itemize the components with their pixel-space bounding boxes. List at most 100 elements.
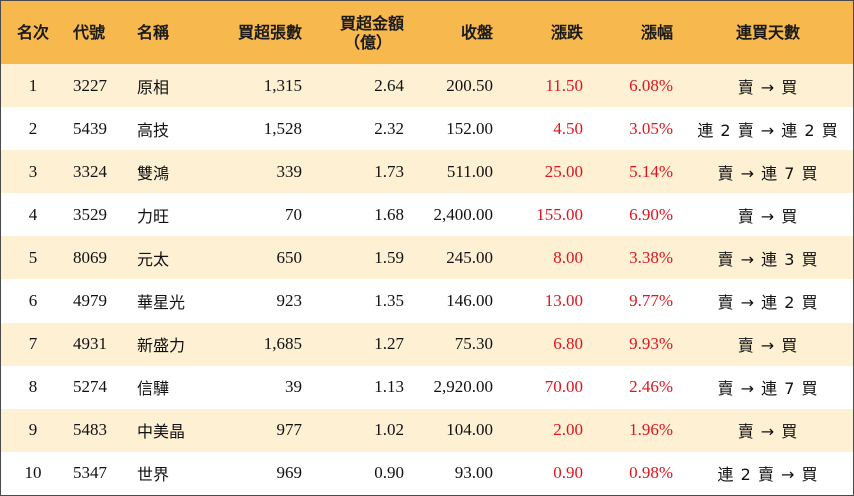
cell-code: 3324 bbox=[73, 161, 107, 181]
cell-change-pct: 6.90% bbox=[629, 204, 673, 224]
cell-change-pct: 9.93% bbox=[629, 334, 673, 354]
cell-consecutive-days: 連 2 賣 → 連 2 買 bbox=[697, 120, 839, 140]
table-row: 5 8069 元太 650 1.59 245.00 8.00 3.38% 賣 →… bbox=[1, 236, 853, 280]
cell-code: 5483 bbox=[73, 420, 107, 440]
cell-net-buy-amount: 1.59 bbox=[374, 247, 404, 267]
table-row: 8 5274 信驊 39 1.13 2,920.00 70.00 2.46% 賣… bbox=[1, 365, 853, 409]
table-row: 10 5347 世界 969 0.90 93.00 0.90 0.98% 連 2… bbox=[1, 451, 853, 495]
cell-consecutive-days: 賣 → 買 bbox=[737, 336, 799, 356]
cell-net-buy-amount: 1.02 bbox=[374, 420, 404, 440]
table-row: 1 3227 原相 1,315 2.64 200.50 11.50 6.08% … bbox=[1, 64, 853, 108]
cell-net-buy-lots: 650 bbox=[276, 247, 303, 267]
cell-net-buy-amount: 1.68 bbox=[374, 204, 404, 224]
cell-net-buy-lots: 1,528 bbox=[263, 118, 302, 138]
table-row: 3 3324 雙鴻 339 1.73 511.00 25.00 5.14% 賣 … bbox=[1, 150, 853, 194]
cell-consecutive-days: 賣 → 連 7 買 bbox=[717, 163, 819, 183]
cell-code: 4979 bbox=[73, 291, 107, 311]
cell-name: 力旺 bbox=[137, 206, 170, 226]
cell-rank: 10 bbox=[24, 463, 42, 483]
cell-net-buy-amount: 1.13 bbox=[374, 377, 404, 397]
table-body: 1 3227 原相 1,315 2.64 200.50 11.50 6.08% … bbox=[1, 64, 853, 495]
cell-rank: 4 bbox=[28, 204, 38, 224]
cell-change: 2.00 bbox=[553, 420, 583, 440]
table-row: 4 3529 力旺 70 1.68 2,400.00 155.00 6.90% … bbox=[1, 193, 853, 237]
cell-net-buy-amount: 1.73 bbox=[374, 161, 404, 181]
table-row: 2 5439 高技 1,528 2.32 152.00 4.50 3.05% 連… bbox=[1, 107, 853, 151]
cell-rank: 7 bbox=[28, 334, 38, 354]
header-name: 名稱 bbox=[137, 23, 170, 42]
cell-close: 75.30 bbox=[454, 334, 493, 354]
cell-net-buy-amount: 2.32 bbox=[374, 118, 404, 138]
cell-rank: 6 bbox=[28, 291, 38, 311]
cell-code: 4931 bbox=[73, 334, 107, 354]
cell-change-pct: 3.05% bbox=[629, 118, 673, 138]
cell-change-pct: 3.38% bbox=[629, 247, 673, 267]
cell-net-buy-lots: 1,685 bbox=[263, 334, 302, 354]
cell-change: 155.00 bbox=[536, 204, 583, 224]
cell-code: 8069 bbox=[73, 247, 107, 267]
cell-change-pct: 5.14% bbox=[629, 161, 673, 181]
cell-net-buy-lots: 339 bbox=[276, 161, 303, 181]
header-net-buy-amount-line1: 買超金額 bbox=[339, 13, 404, 33]
cell-name: 原相 bbox=[137, 77, 170, 97]
cell-close: 245.00 bbox=[446, 247, 493, 267]
header-rank: 名次 bbox=[16, 23, 49, 42]
cell-change: 25.00 bbox=[544, 161, 583, 181]
cell-change: 6.80 bbox=[553, 334, 583, 354]
cell-change: 4.50 bbox=[553, 118, 583, 138]
cell-name: 元太 bbox=[137, 249, 170, 269]
header-net-buy-lots: 買超張數 bbox=[237, 23, 302, 42]
cell-change-pct: 9.77% bbox=[629, 291, 673, 311]
cell-name: 新盛力 bbox=[137, 336, 186, 356]
cell-rank: 8 bbox=[28, 377, 38, 397]
cell-change: 0.90 bbox=[553, 463, 583, 483]
cell-consecutive-days: 賣 → 買 bbox=[737, 206, 799, 226]
cell-net-buy-lots: 1,315 bbox=[263, 75, 302, 95]
cell-name: 中美晶 bbox=[137, 422, 186, 442]
cell-rank: 5 bbox=[28, 247, 38, 267]
cell-close: 104.00 bbox=[446, 420, 493, 440]
cell-net-buy-lots: 977 bbox=[276, 420, 303, 440]
cell-close: 511.00 bbox=[446, 161, 493, 181]
cell-net-buy-amount: 2.64 bbox=[374, 75, 404, 95]
cell-consecutive-days: 賣 → 買 bbox=[737, 422, 799, 442]
cell-code: 3529 bbox=[73, 204, 107, 224]
header-net-buy-amount-line2: （億） bbox=[343, 32, 392, 52]
cell-net-buy-amount: 1.27 bbox=[374, 334, 404, 354]
cell-consecutive-days: 賣 → 連 3 買 bbox=[717, 249, 819, 269]
header-consecutive-days: 連買天數 bbox=[735, 23, 800, 42]
cell-close: 2,920.00 bbox=[433, 377, 494, 397]
cell-change: 8.00 bbox=[553, 247, 583, 267]
cell-net-buy-amount: 1.35 bbox=[374, 291, 404, 311]
cell-name: 高技 bbox=[137, 120, 170, 140]
cell-net-buy-lots: 70 bbox=[285, 204, 302, 224]
cell-change: 11.50 bbox=[545, 75, 583, 95]
header-net-buy-amount: 買超金額 （億） bbox=[312, 1, 414, 64]
header-close: 收盤 bbox=[460, 23, 493, 42]
table-row: 9 5483 中美晶 977 1.02 104.00 2.00 1.96% 賣 … bbox=[1, 408, 853, 452]
cell-code: 3227 bbox=[73, 75, 107, 95]
cell-change-pct: 1.96% bbox=[629, 420, 673, 440]
cell-name: 華星光 bbox=[137, 293, 186, 313]
cell-change: 13.00 bbox=[544, 291, 583, 311]
table-header: 名次 代號 名稱 買超張數 買超金額 （億） 收盤 漲跌 漲幅 連買天數 bbox=[1, 1, 853, 64]
cell-name: 雙鴻 bbox=[137, 163, 170, 183]
cell-code: 5347 bbox=[73, 463, 107, 483]
cell-net-buy-lots: 39 bbox=[285, 377, 302, 397]
cell-rank: 3 bbox=[28, 161, 38, 181]
cell-close: 152.00 bbox=[446, 118, 493, 138]
cell-consecutive-days: 連 2 賣 → 買 bbox=[717, 465, 819, 485]
cell-change: 70.00 bbox=[544, 377, 583, 397]
header-code: 代號 bbox=[73, 23, 106, 42]
cell-consecutive-days: 賣 → 連 7 買 bbox=[717, 379, 819, 399]
header-row: 名次 代號 名稱 買超張數 買超金額 （億） 收盤 漲跌 漲幅 連買天數 bbox=[1, 1, 853, 64]
cell-rank: 1 bbox=[28, 75, 38, 95]
table-row: 6 4979 華星光 923 1.35 146.00 13.00 9.77% 賣… bbox=[1, 279, 853, 323]
header-change-pct: 漲幅 bbox=[640, 23, 673, 42]
cell-rank: 2 bbox=[28, 118, 38, 138]
cell-code: 5274 bbox=[73, 377, 107, 397]
cell-close: 2,400.00 bbox=[433, 204, 494, 224]
cell-name: 世界 bbox=[137, 465, 170, 485]
